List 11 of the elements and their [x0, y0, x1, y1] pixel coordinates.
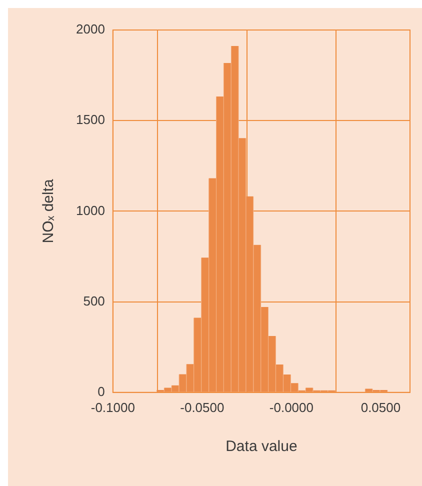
- y-tick-label: 500: [83, 293, 105, 308]
- x-tick-label: -0.1000: [90, 400, 135, 415]
- y-tick-label: 1000: [76, 202, 105, 218]
- y-tick-label: 1500: [76, 112, 105, 128]
- x-tick-label: -0.0000: [269, 400, 314, 415]
- y-tick-label: 2000: [76, 22, 105, 37]
- x-tick-label: -0.0500: [180, 400, 224, 415]
- y-axis-title: NOₓ delta: [40, 178, 58, 244]
- x-tick-label: 0.0500: [360, 400, 401, 415]
- x-axis-title: Data value: [226, 438, 298, 456]
- y-tick-label: 0: [98, 384, 105, 399]
